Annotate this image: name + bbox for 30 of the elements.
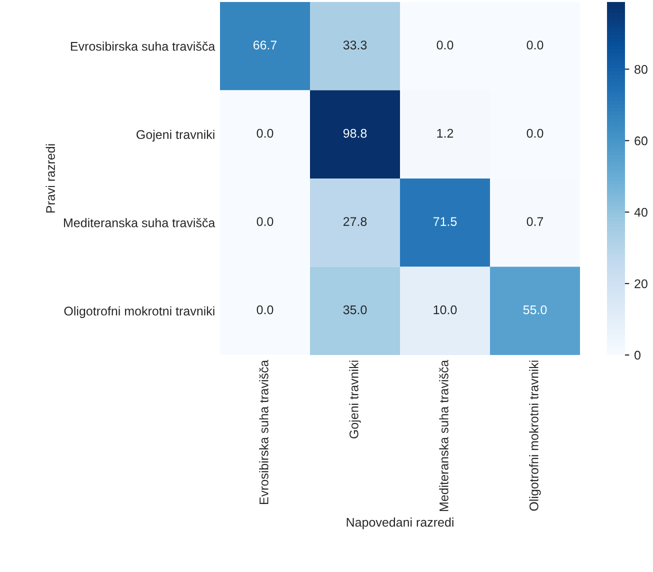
data-label: 10.0 <box>434 305 457 314</box>
data-label: 0.0 <box>256 305 274 314</box>
data-label: 55.0 <box>523 305 547 314</box>
data-label: 71.5 <box>433 217 457 226</box>
x-axis-title: Napovedani razredi <box>346 518 454 530</box>
x-tick-label: Mediteranska suha travišča <box>439 360 448 511</box>
color-bar-label: 40 <box>634 208 648 217</box>
color-bar-label: 0 <box>634 350 640 360</box>
y-axis-title: Pravi razredi <box>46 144 55 213</box>
data-label: 0.0 <box>526 40 544 50</box>
data-label: 98.8 <box>343 128 367 138</box>
y-tick-label: Gojeni travniki <box>136 130 214 142</box>
data-label: 33.3 <box>343 40 367 50</box>
y-tick-label: Oligotrofni mokrotni travniki <box>64 306 214 318</box>
color-bar-label: 80 <box>634 64 648 74</box>
y-tick-label: Mediteranska suha travišča <box>64 218 216 228</box>
x-tick-label: Oligotrofni mokrotni travniki <box>529 360 541 511</box>
data-label: 0.0 <box>256 128 274 138</box>
data-label: 66.7 <box>253 40 277 50</box>
data-label: 1.2 <box>437 128 454 138</box>
data-label: 0.0 <box>436 40 454 50</box>
y-tick-label: Evrosibirska suha travišča <box>70 42 216 51</box>
data-label: 0.7 <box>526 217 544 226</box>
data-label: 27.8 <box>343 217 367 226</box>
data-label: 0.0 <box>526 128 544 138</box>
data-label: 35.0 <box>343 305 367 314</box>
color-bar-label: 20 <box>634 279 648 288</box>
data-label: 0.0 <box>256 217 274 226</box>
color-bar-label: 60 <box>634 136 648 146</box>
x-tick-label: Gojeni travniki <box>349 360 361 438</box>
